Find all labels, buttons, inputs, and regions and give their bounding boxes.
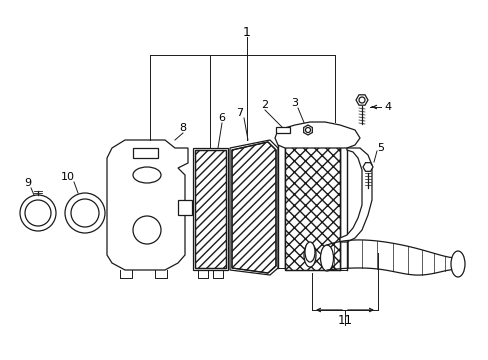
Polygon shape — [274, 122, 359, 148]
Ellipse shape — [133, 167, 161, 183]
Text: 6: 6 — [218, 113, 225, 123]
Ellipse shape — [450, 251, 464, 277]
Text: 2: 2 — [261, 100, 268, 110]
Circle shape — [71, 199, 99, 227]
Polygon shape — [178, 200, 192, 215]
Circle shape — [25, 200, 51, 226]
Polygon shape — [133, 148, 158, 158]
Polygon shape — [193, 148, 227, 270]
Circle shape — [305, 127, 310, 132]
Ellipse shape — [320, 245, 333, 271]
Polygon shape — [275, 127, 289, 133]
Polygon shape — [362, 163, 372, 171]
Polygon shape — [285, 140, 339, 270]
Text: 7: 7 — [236, 108, 243, 118]
Ellipse shape — [305, 242, 314, 262]
Text: 9: 9 — [24, 178, 32, 188]
Circle shape — [358, 97, 364, 103]
Circle shape — [65, 193, 105, 233]
Polygon shape — [229, 140, 278, 275]
Circle shape — [20, 195, 56, 231]
Text: 5: 5 — [377, 143, 384, 153]
Polygon shape — [303, 125, 312, 135]
Text: 11: 11 — [337, 314, 352, 327]
Text: 10: 10 — [61, 172, 75, 182]
Text: 1: 1 — [243, 26, 250, 39]
Circle shape — [133, 216, 161, 244]
Text: 4: 4 — [384, 102, 391, 112]
Ellipse shape — [304, 243, 315, 267]
Polygon shape — [339, 148, 371, 242]
Text: 8: 8 — [179, 123, 186, 133]
Text: 3: 3 — [291, 98, 298, 108]
Polygon shape — [355, 95, 367, 105]
Polygon shape — [107, 140, 187, 270]
